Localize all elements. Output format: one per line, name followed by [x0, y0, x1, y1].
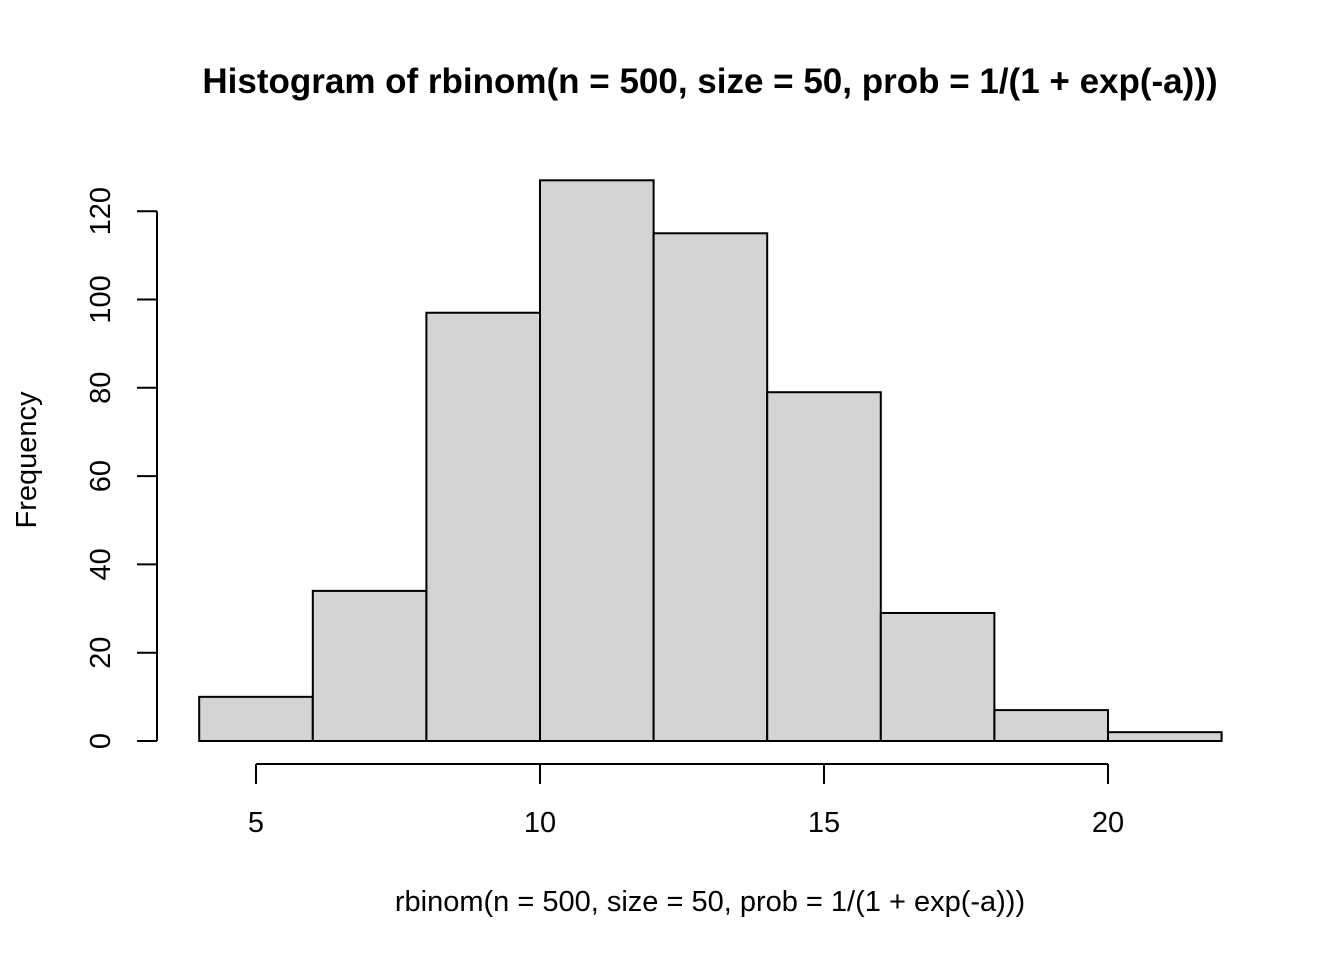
y-tick-label: 100 [85, 275, 117, 323]
y-axis-label: Frequency [11, 391, 43, 529]
y-tick-label: 40 [85, 548, 117, 580]
x-axis-label: rbinom(n = 500, size = 50, prob = 1/(1 +… [395, 886, 1025, 918]
histogram-bar-1 [311, 589, 428, 743]
histogram-bar-7 [993, 709, 1110, 742]
y-tick-label: 0 [85, 733, 117, 749]
histogram-bar-3 [539, 179, 655, 743]
chart-title: Histogram of rbinom(n = 500, size = 50, … [202, 62, 1217, 101]
x-axis: 5 10 15 20 [248, 763, 1124, 839]
histogram-bar-8 [1107, 731, 1223, 742]
x-tick-label: 10 [524, 807, 556, 839]
x-tick-label: 20 [1092, 807, 1124, 839]
y-axis: 0 20 40 60 80 100 120 [85, 187, 158, 749]
histogram-bar-2 [425, 311, 541, 742]
x-tick-label: 15 [808, 807, 840, 839]
y-tick-label: 60 [85, 460, 117, 492]
histogram-bar-6 [879, 611, 996, 743]
histogram-bar-5 [766, 391, 882, 742]
histogram-bar-4 [652, 232, 769, 742]
histogram-bars [198, 179, 1223, 743]
y-tick-label: 20 [85, 637, 117, 669]
y-tick-label: 120 [85, 187, 117, 235]
x-tick-label: 5 [248, 807, 264, 839]
y-tick-label: 80 [85, 372, 117, 404]
histogram-bar-0 [198, 695, 314, 742]
